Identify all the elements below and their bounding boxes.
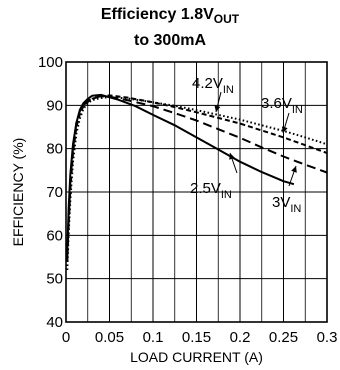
annotation-label-3-6v: 3.6VIN bbox=[261, 95, 303, 116]
chart-title-subscript: OUT bbox=[213, 12, 240, 26]
chart-title-line2: to 300mA bbox=[133, 32, 207, 49]
x-axis-label: LOAD CURRENT (A) bbox=[130, 349, 263, 365]
y-tick-label: 40 bbox=[46, 314, 63, 331]
y-tick-label: 60 bbox=[46, 227, 63, 244]
annotation-label-3v: 3VIN bbox=[272, 194, 301, 215]
chart-title-text: Efficiency 1.8V bbox=[100, 6, 214, 23]
y-tick-label: 50 bbox=[46, 271, 63, 288]
x-tick-label: 0.25 bbox=[269, 329, 298, 346]
x-tick-label: 0 bbox=[62, 329, 70, 346]
chart-title-line1: Efficiency 1.8VOUT bbox=[0, 6, 340, 26]
y-tick-label: 90 bbox=[46, 97, 63, 114]
y-tick-label: 80 bbox=[46, 141, 63, 158]
series-line-3v bbox=[66, 95, 328, 258]
x-tick-label: 0.2 bbox=[230, 329, 251, 346]
annotation-arrowhead bbox=[281, 126, 288, 133]
y-axis-label: EFFICIENCY (%) bbox=[10, 138, 26, 247]
annotation-arrowhead bbox=[229, 153, 235, 160]
annotation-arrowhead bbox=[291, 166, 297, 173]
annotation-arrowhead bbox=[214, 105, 221, 112]
x-tick-label: 0.3 bbox=[317, 329, 338, 346]
series-line-3-6v bbox=[66, 94, 328, 262]
y-tick-label: 100 bbox=[38, 54, 63, 71]
series-line-2-5v bbox=[66, 93, 295, 253]
x-tick-label: 0.05 bbox=[95, 329, 124, 346]
y-tick-label: 70 bbox=[46, 184, 63, 201]
annotation-label-4-2v: 4.2VIN bbox=[192, 75, 234, 96]
series-line-4-2v bbox=[66, 96, 328, 271]
x-tick-label: 0.1 bbox=[143, 329, 164, 346]
plot-frame bbox=[65, 61, 328, 323]
annotation-label-2-5v: 2.5VIN bbox=[190, 180, 232, 201]
x-tick-label: 0.15 bbox=[182, 329, 211, 346]
